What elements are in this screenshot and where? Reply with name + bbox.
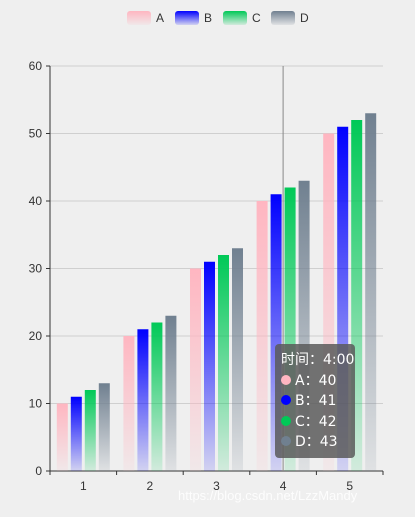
bar-b-5 xyxy=(337,126,349,471)
bar-d-1 xyxy=(98,383,110,471)
y-tick-label: 0 xyxy=(35,464,42,478)
bar-a-4 xyxy=(256,201,268,471)
tooltip-label-a: A：40 xyxy=(295,372,337,389)
bar-b-2 xyxy=(137,329,149,471)
x-tick-label: 5 xyxy=(346,479,353,493)
tooltip-row-d: D：43 xyxy=(281,432,355,453)
y-tick-label: 50 xyxy=(29,127,43,141)
bar-d-3 xyxy=(232,248,243,471)
legend-label-b: B xyxy=(204,11,212,25)
tooltip-label-c: C：42 xyxy=(295,413,337,430)
bar-d-4 xyxy=(298,180,310,471)
tooltip-dot-b xyxy=(281,395,291,405)
bar-c-1 xyxy=(84,390,96,471)
bar-a-2 xyxy=(123,336,135,471)
legend-swatch-b xyxy=(175,11,199,25)
watermark: https://blog.csdn.net/LzzMandy xyxy=(178,488,358,503)
bar-d-5 xyxy=(365,113,377,471)
tooltip-dot-c xyxy=(281,415,291,426)
tooltip-title: 时间：4:00 xyxy=(281,352,355,368)
x-tick-label: 1 xyxy=(80,479,87,493)
bar-c-5 xyxy=(351,120,363,471)
y-tick-label: 10 xyxy=(29,397,43,411)
tooltip: 时间：4:00 A：40 B：41 C：42 D：43 xyxy=(275,344,355,458)
x-tick-label: 3 xyxy=(213,479,220,493)
bar-c-3 xyxy=(218,255,229,471)
tooltip-dot-d xyxy=(281,436,291,446)
x-tick-label: 2 xyxy=(147,479,154,493)
bar-d-2 xyxy=(165,315,177,471)
bar-a-3 xyxy=(190,268,201,471)
legend-swatch-c xyxy=(223,11,247,25)
tooltip-label-b: B：41 xyxy=(295,393,337,409)
legend-label-c: C xyxy=(252,11,261,25)
tooltip-row-c: C：42 xyxy=(281,412,355,433)
bar-b-3 xyxy=(204,261,215,471)
bar-a-1 xyxy=(56,403,68,471)
legend-label-d: D xyxy=(300,11,309,25)
tooltip-label-d: D：43 xyxy=(295,434,338,450)
tooltip-row-a: A：40 xyxy=(281,371,355,392)
tooltip-dot-a xyxy=(281,374,291,385)
bar-c-4 xyxy=(284,187,296,471)
legend-swatch-a xyxy=(127,11,151,25)
legend-label-a: A xyxy=(156,11,164,25)
bar-b-1 xyxy=(70,396,82,471)
x-tick-label: 4 xyxy=(280,479,287,493)
y-tick-label: 20 xyxy=(29,329,43,343)
y-tick-label: 40 xyxy=(29,194,43,208)
y-tick-label: 30 xyxy=(29,262,43,276)
y-tick-label: 60 xyxy=(29,59,43,73)
bar-c-2 xyxy=(151,322,163,471)
tooltip-row-b: B：41 xyxy=(281,391,355,412)
bar-a-5 xyxy=(323,133,335,471)
bar-b-4 xyxy=(270,194,282,471)
legend-swatch-d xyxy=(271,11,295,25)
